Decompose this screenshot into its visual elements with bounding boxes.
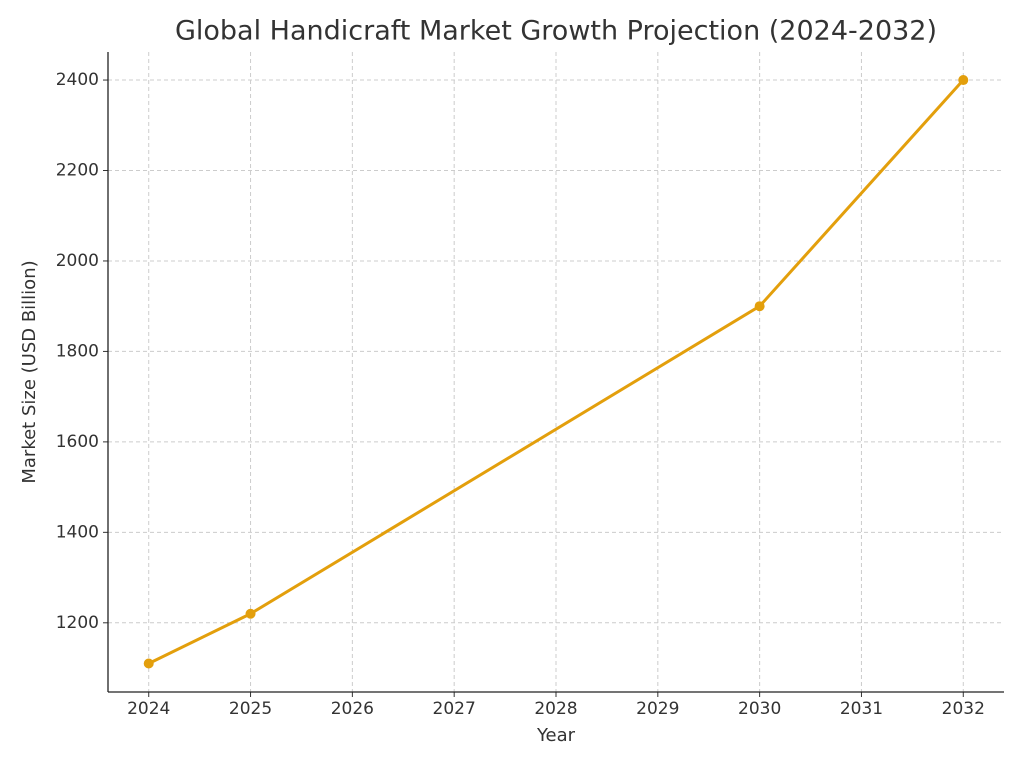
data-point xyxy=(754,301,765,312)
x-tick-label: 2031 xyxy=(840,699,883,719)
chart-title: Global Handicraft Market Growth Projecti… xyxy=(175,16,937,47)
data-point xyxy=(143,658,154,669)
y-tick-label: 1400 xyxy=(56,522,99,542)
x-tick-label: 2032 xyxy=(942,699,985,719)
y-tick-label: 1800 xyxy=(56,341,99,361)
y-tick-label: 2000 xyxy=(56,251,99,271)
data-line xyxy=(148,79,965,665)
y-tick-label: 2200 xyxy=(56,161,99,181)
y-tick-label: 1600 xyxy=(56,432,99,452)
data-point xyxy=(245,608,256,619)
x-tick-label: 2029 xyxy=(636,699,679,719)
x-axis-label: Year xyxy=(536,725,576,746)
x-tick-label: 2028 xyxy=(534,699,577,719)
x-tick-label: 2024 xyxy=(127,699,170,719)
y-axis-label: Market Size (USD Billion) xyxy=(19,260,40,483)
x-tick-label: 2026 xyxy=(331,699,374,719)
x-tick-label: 2027 xyxy=(433,699,476,719)
x-tick-label: 2025 xyxy=(229,699,272,719)
data-point xyxy=(958,75,969,86)
y-tick-label: 1200 xyxy=(56,613,99,633)
y-tick-label: 2400 xyxy=(56,70,99,90)
x-tick-label: 2030 xyxy=(738,699,781,719)
